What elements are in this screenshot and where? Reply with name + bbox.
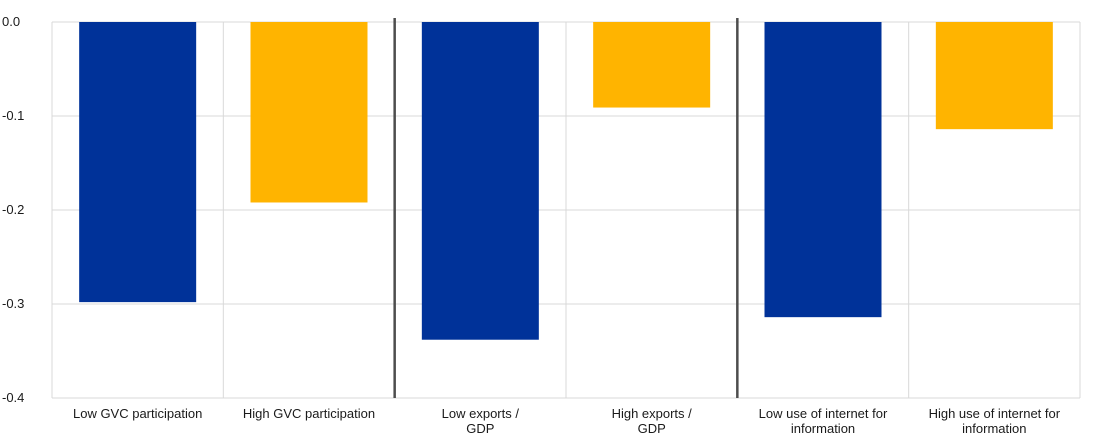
bar: [79, 22, 197, 303]
y-tick-label: 0.0: [2, 14, 20, 29]
x-category-label: High GVC participation: [243, 406, 375, 421]
bar: [250, 22, 368, 203]
bar: [935, 22, 1053, 130]
y-tick-label: -0.3: [2, 296, 24, 311]
bar: [764, 22, 882, 318]
x-category-label: Low use of internet for information: [759, 406, 888, 436]
x-axis-category-labels: Low GVC participation High GVC participat…: [73, 406, 1061, 436]
x-category-label: High use of internet for information: [929, 406, 1061, 436]
y-tick-label: -0.1: [2, 108, 24, 123]
y-tick-label: -0.4: [2, 390, 24, 405]
x-category-label: High exports / GDP: [612, 406, 693, 436]
bars: [79, 22, 1053, 340]
y-axis-tick-labels: 0.0 -0.1 -0.2 -0.3 -0.4: [2, 14, 24, 405]
y-tick-label: -0.2: [2, 202, 24, 217]
bar: [593, 22, 711, 108]
x-category-label: Low exports / GDP: [442, 406, 520, 436]
gridlines: [51, 21, 1081, 399]
bar: [421, 22, 539, 340]
x-category-label: Low GVC participation: [73, 406, 202, 421]
group-separators: [393, 18, 739, 398]
